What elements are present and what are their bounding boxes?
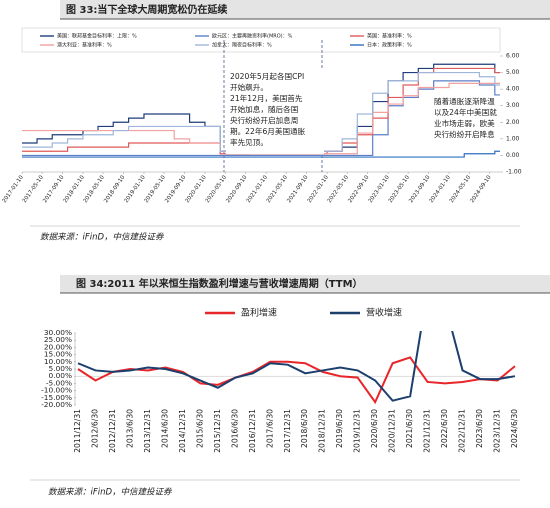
y-tick-label: 10.00% — [44, 357, 72, 366]
y-tick-label: 2.00 — [506, 119, 520, 126]
y-tick-label: -1.00 — [506, 169, 522, 176]
source-note: 数据来源：iFinD，中信建投证券 — [48, 487, 173, 498]
legend-label: 澳大利亚：基准利率：% — [57, 42, 112, 49]
y-tick-label: 30.00% — [44, 328, 72, 337]
annotation-text: 央行纷纷开启降息 — [434, 129, 495, 139]
x-tick-label: 2023/12/31 — [493, 409, 502, 453]
x-tick-label: 2015/6/30 — [195, 409, 204, 448]
annotation-text: 开始加息，随后各国 — [230, 104, 298, 114]
legend-label: 加拿大：隔夜目标利率：% — [212, 42, 272, 49]
series-line — [22, 80, 500, 157]
x-tick-label: 2013/12/31 — [143, 409, 152, 453]
x-tick-label: 2014/6/30 — [160, 409, 169, 448]
x-tick-label: 2013/6/30 — [125, 409, 134, 448]
x-tick-label: 2016/12/31 — [248, 409, 257, 453]
x-tick-label: 2022/12/31 — [458, 409, 467, 453]
annotation-box — [226, 70, 324, 154]
annotation-text: 21年12月，美国首先 — [230, 93, 303, 103]
x-tick-label: 2022-05-10 — [327, 174, 351, 204]
legend-label: 盈利增速 — [241, 307, 277, 319]
x-tick-label: 2016/6/30 — [230, 409, 239, 448]
x-tick-label: 2024-09-10 — [469, 174, 493, 204]
x-tick-label: 2014/12/31 — [178, 409, 187, 453]
annotation-text: 开始飙升。 — [230, 82, 268, 92]
legend-label: 英国：基准利率：% — [367, 33, 412, 40]
y-tick-label: -15.00% — [41, 393, 72, 402]
x-tick-label: 2024-05-10 — [449, 174, 473, 204]
title-bar — [60, 275, 550, 293]
y-tick-label: 15.00% — [44, 350, 72, 359]
legend-label: 美国：联邦基金目标利率：上限：% — [57, 33, 137, 40]
y-tick-label: -10.00% — [41, 386, 72, 395]
x-tick-label: 2015/12/31 — [213, 409, 222, 453]
x-tick-label: 2019-05-10 — [144, 174, 168, 204]
x-tick-label: 2020/12/31 — [388, 409, 397, 453]
legend-label: 日本：政策利率：% — [367, 42, 412, 49]
x-tick-label: 2021/12/31 — [423, 409, 432, 453]
x-tick-label: 2023-05-10 — [388, 174, 412, 204]
y-tick-label: 1.00 — [506, 135, 520, 142]
x-tick-label: 2011/12/31 — [73, 409, 82, 453]
x-tick-label: 2017-05-10 — [22, 174, 46, 204]
source-note: 数据来源：iFinD，中信建投证券 — [40, 232, 165, 243]
series-line — [22, 150, 500, 158]
legend-box — [21, 27, 501, 53]
annotation-text: 央行纷纷开启加息周 — [230, 115, 298, 125]
x-tick-label: 2017/12/31 — [283, 409, 292, 453]
legend-label: 欧元区：主要再融资利率(MRO)：% — [212, 33, 293, 40]
annotation-text: 率先见顶。 — [230, 137, 268, 147]
x-tick-label: 2019/12/31 — [353, 409, 362, 453]
y-tick-label: 4.00 — [506, 86, 520, 93]
y-tick-label: 0.00 — [506, 152, 520, 159]
x-tick-label: 2020-05-10 — [205, 174, 229, 204]
x-tick-label: 2018/12/31 — [318, 409, 327, 453]
figure-title: 图 34:2011 年以来恒生指数盈利增速与营收增速周期（TTM） — [76, 277, 363, 290]
x-tick-label: 2018/6/30 — [300, 409, 309, 448]
y-tick-label: 5.00% — [49, 364, 72, 373]
x-tick-label: 2020/6/30 — [370, 409, 379, 448]
series-line — [77, 331, 516, 402]
x-tick-label: 2023/6/30 — [475, 409, 484, 448]
annotation-text: 期。22年6月美国通胀 — [230, 126, 306, 136]
annotation-text: 随着通胀逐渐降温 — [434, 96, 495, 106]
annotation-text: 业市场走弱，欧美 — [434, 118, 495, 128]
x-tick-label: 2012/12/31 — [108, 409, 117, 453]
y-tick-label: -20.00% — [41, 400, 72, 409]
x-tick-label: 2012/6/30 — [90, 409, 99, 448]
x-tick-label: 2024/6/30 — [510, 409, 519, 448]
x-tick-label: 2019/6/30 — [335, 409, 344, 448]
y-tick-label: 20.00% — [44, 342, 72, 351]
x-tick-label: 2022/6/30 — [440, 409, 449, 448]
y-tick-label: 5.00 — [506, 69, 520, 76]
y-tick-label: 3.00 — [506, 102, 520, 109]
y-tick-label: 25.00% — [44, 335, 72, 344]
x-tick-label: 2021-05-10 — [266, 174, 290, 204]
x-tick-label: 2018-05-10 — [83, 174, 107, 204]
plot-area — [77, 331, 516, 405]
x-tick-label: 2021/6/30 — [405, 409, 414, 448]
title-bar — [60, 0, 550, 19]
series-line — [77, 356, 516, 405]
figure-title: 图 33:当下全球大周期宽松仍在延续 — [66, 3, 227, 16]
x-tick-label: 2017/6/30 — [265, 409, 274, 448]
legend-label: 营收增速 — [366, 307, 402, 319]
y-tick-label: 0.00% — [49, 371, 72, 380]
annotation-text: 以及24年中美国就 — [434, 107, 497, 117]
y-tick-label: -5.00% — [46, 378, 72, 387]
annotation-text: 2020年5月起各国CPI — [230, 71, 304, 81]
y-tick-label: 6.00 — [506, 53, 520, 60]
